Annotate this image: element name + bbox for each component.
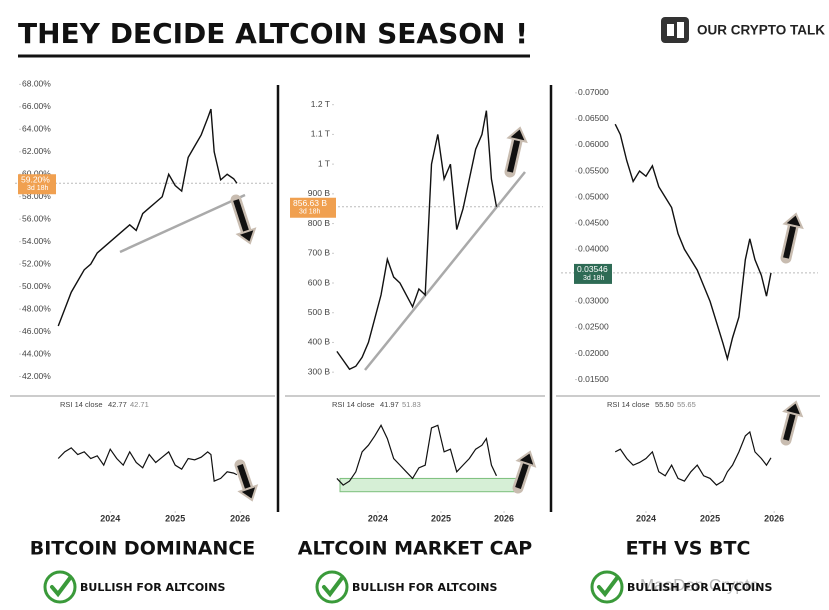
x-tick-label: 2024 [636,513,656,523]
rsi-readout: 42.77 [108,400,127,409]
y-tick-label: 800 B [308,218,331,228]
rsi-line [614,430,772,486]
x-tick-label: 2025 [431,513,451,523]
annotation-arrowhead [235,227,257,245]
y-tick-label: 0.01500 [578,374,609,384]
rsi-label: RSI 14 close [607,400,650,409]
y-tick-label: 62.00% [22,146,51,156]
x-tick-label: 2024 [368,513,388,523]
current-price-label: 59.20% [21,174,50,184]
rsi-oversold-band [339,477,521,493]
y-tick-label: 60.00% [22,169,51,179]
annotation-arrowhead [782,212,804,230]
y-tick-label: 0.04000 [578,243,609,253]
rsi-readout: 55.50 [655,400,674,409]
trend-line [119,193,246,254]
current-price-badge [18,174,56,195]
annotation-arrowhead [782,400,804,418]
annotation-arrow [237,464,251,490]
panel-caption: BITCOIN DOMINANCE [30,538,256,560]
panel-verdict: BULLISH FOR ALTCOINS [627,581,772,594]
panel-verdict: BULLISH FOR ALTCOINS [352,581,497,594]
annotation-arrow [783,225,797,259]
y-tick-label: 54.00% [22,236,51,246]
y-tick-label: 68.00% [22,79,51,89]
panel-caption: ALTCOIN MARKET CAP [298,538,532,560]
current-price-countdown: 3d 18h [583,275,605,282]
rsi-label: RSI 14 close [332,400,375,409]
annotation-arrowhead [237,484,259,502]
y-tick-label: 48.00% [22,303,51,313]
x-tick-label: 2025 [165,513,185,523]
y-tick-label: 58.00% [22,191,51,201]
current-price-badge [574,263,612,284]
watermark: MaoDen Crypto [640,575,759,594]
x-tick-label: 2025 [700,513,720,523]
y-tick-label: 700 B [308,248,331,258]
y-tick-label: 56.00% [22,213,51,223]
y-tick-label: 0.06500 [578,113,609,123]
rsi-readout: 51.83 [402,400,421,409]
current-price-label: 856.63 B [293,198,327,208]
y-tick-label: 0.05500 [578,165,609,175]
rsi-line [57,447,238,482]
y-tick-label: 42.00% [22,371,51,381]
rsi-readout: 41.97 [380,400,399,409]
y-tick-label: 300 B [308,366,331,376]
y-tick-label: 46.00% [22,326,51,336]
price-line [336,110,498,371]
current-price-badge [290,197,336,218]
annotation-arrow [515,462,530,489]
current-price-countdown: 3d 18h [27,185,49,192]
rsi-label: RSI 14 close [60,400,103,409]
y-tick-label: 0.03000 [578,296,609,306]
y-tick-label: 400 B [308,337,331,347]
y-tick-label: 500 B [308,307,331,317]
y-tick-label: 1.1 T [311,129,330,139]
rsi-line [336,424,498,486]
x-tick-label: 2026 [764,513,784,523]
x-tick-label: 2024 [100,513,120,523]
annotation-arrowhead [506,126,528,144]
trend-line [364,171,526,371]
y-tick-label: 0.05000 [578,191,609,201]
y-tick-label: 900 B [308,188,331,198]
y-tick-label: 1.2 T [311,99,330,109]
y-tick-label: 0.02000 [578,348,609,358]
y-tick-label: 0.07000 [578,87,609,97]
panel-caption: ETH VS BTC [626,538,751,560]
y-tick-label: 66.00% [22,101,51,111]
current-price-countdown: 3d 18h [299,209,321,216]
check-icon [50,576,72,598]
y-tick-label: 50.00% [22,281,51,291]
y-tick-label: 0.02500 [578,322,609,332]
brand-logo [661,17,689,43]
page-title: THEY DECIDE ALTCOIN SEASON ! [18,17,528,50]
annotation-arrowhead [515,450,537,468]
y-tick-label: 0.04500 [578,217,609,227]
x-tick-label: 2026 [494,513,514,523]
check-icon [597,576,619,598]
panel-verdict: BULLISH FOR ALTCOINS [80,581,225,594]
y-tick-label: 64.00% [22,124,51,134]
annotation-arrow [783,412,796,441]
y-tick-label: 1 T [318,158,330,168]
current-price-label: 0.03546 [577,264,608,274]
rsi-readout: 42.71 [130,400,149,409]
annotation-arrow [507,139,521,173]
check-icon [322,576,344,598]
y-tick-label: 600 B [308,277,331,287]
annotation-arrow [233,199,250,233]
rsi-readout: 55.65 [677,400,696,409]
y-tick-label: 52.00% [22,258,51,268]
price-line [57,108,238,327]
y-tick-label: 44.00% [22,348,51,358]
x-tick-label: 2026 [230,513,250,523]
price-line [614,123,772,362]
brand-name: OUR CRYPTO TALK [697,23,825,38]
y-tick-label: 0.06000 [578,139,609,149]
